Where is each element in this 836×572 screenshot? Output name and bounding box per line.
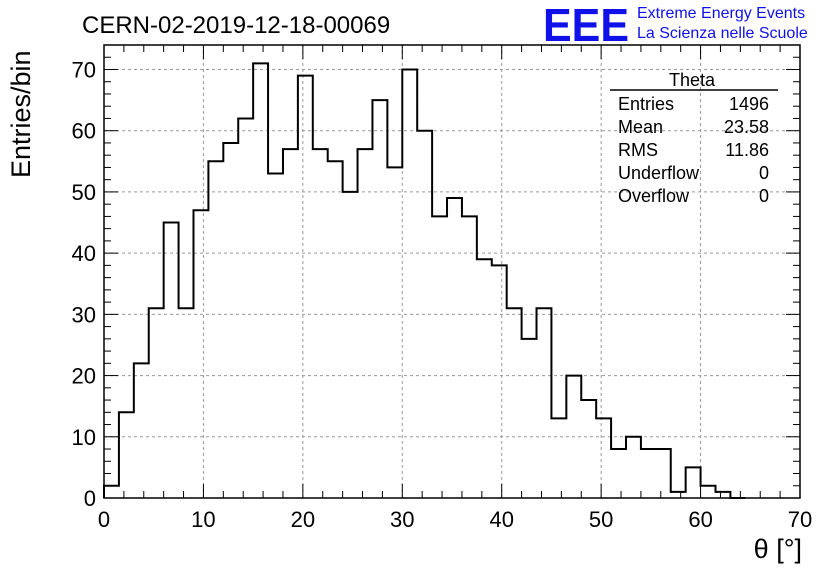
histogram-bin: [447, 198, 462, 498]
stats-name: Theta: [669, 70, 716, 90]
histogram-bin: [298, 76, 313, 498]
stats-mean-value: 23.58: [724, 117, 769, 137]
stats-underflow-value: 0: [759, 163, 769, 183]
x-tick-label: 10: [191, 507, 215, 532]
histogram-bin: [462, 216, 477, 498]
histogram-bin: [611, 449, 626, 498]
x-axis-label: θ [°]: [754, 534, 802, 564]
tick-layer: 0 10 20 30 40 50 60 70 0 10 20 30 40 50 60 70: [72, 44, 812, 532]
histogram-bin: [701, 486, 716, 498]
histogram-bin: [507, 308, 522, 498]
histogram-bin: [238, 118, 253, 498]
stats-rms-value: 11.86: [725, 140, 769, 160]
run-title: CERN-02-2019-12-18-00069: [82, 12, 390, 39]
stats-rms-label: RMS: [618, 140, 658, 160]
plot-frame: [103, 44, 801, 499]
x-tick-label: 20: [291, 507, 315, 532]
histogram-bin: [134, 363, 149, 498]
histogram-bin: [656, 449, 671, 498]
histogram-bin: [626, 437, 641, 498]
histogram-bin: [164, 223, 179, 498]
y-tick-label: 60: [72, 119, 96, 144]
y-tick-label: 10: [72, 425, 96, 450]
histogram-bin: [179, 308, 194, 498]
x-tick-label: 40: [489, 507, 513, 532]
histogram-bin: [581, 400, 596, 498]
histogram-bin: [253, 63, 268, 498]
logo-line-2: La Scienza nelle Scuole: [637, 25, 808, 42]
x-tick-label: 50: [589, 507, 613, 532]
stats-overflow-value: 0: [759, 186, 769, 206]
logo-line-1: Extreme Energy Events: [637, 5, 805, 22]
histogram-bin: [686, 467, 701, 498]
histogram-bin: [372, 100, 387, 498]
y-tick-label: 70: [72, 57, 96, 82]
histogram-bin: [522, 339, 537, 498]
histogram-bin: [104, 486, 119, 498]
stats-entries-label: Entries: [618, 94, 674, 114]
histogram-bin: [358, 149, 373, 498]
x-tick-label: 0: [98, 507, 110, 532]
y-axis-label: Entries/bin: [6, 50, 36, 178]
x-tick-label: 60: [688, 507, 712, 532]
histogram-bin: [343, 192, 358, 498]
histogram-bin: [208, 161, 223, 498]
stats-mean-label: Mean: [618, 117, 663, 137]
histogram-bin: [551, 418, 566, 498]
y-tick-label: 40: [72, 241, 96, 266]
histogram-bin: [537, 308, 552, 498]
grid-layer: [104, 45, 800, 498]
histogram-outline: [103, 62, 746, 499]
stats-underflow-label: Underflow: [618, 163, 700, 183]
stats-overflow-label: Overflow: [618, 186, 690, 206]
eee-logo: EEE Extreme Energy Events La Scienza nel…: [543, 0, 808, 51]
histogram-bin: [492, 265, 507, 498]
histogram-bin: [328, 161, 343, 498]
x-tick-label: 30: [390, 507, 414, 532]
histogram-bin: [313, 149, 328, 498]
y-tick-label: 0: [84, 486, 96, 511]
stats-entries-value: 1496: [729, 94, 769, 114]
y-tick-label: 30: [72, 302, 96, 327]
stats-box: Theta Entries 1496 Mean 23.58 RMS 11.86 …: [610, 70, 778, 206]
histogram-bin: [596, 418, 611, 498]
histogram-bin: [641, 449, 656, 498]
histogram-bin: [119, 412, 134, 498]
histogram-bin: [149, 308, 164, 498]
histogram-bin: [477, 259, 492, 498]
histogram-bin: [268, 174, 283, 498]
histogram-layer: [103, 62, 746, 499]
histogram-bin: [283, 149, 298, 498]
logo-mark: EEE: [543, 0, 629, 51]
histogram-bin: [223, 143, 238, 498]
y-tick-label: 20: [72, 364, 96, 389]
histogram-bin: [432, 216, 447, 498]
x-tick-label: 70: [788, 507, 812, 532]
histogram-bin: [387, 167, 402, 498]
histogram-bin: [402, 69, 417, 498]
y-tick-label: 50: [72, 180, 96, 205]
